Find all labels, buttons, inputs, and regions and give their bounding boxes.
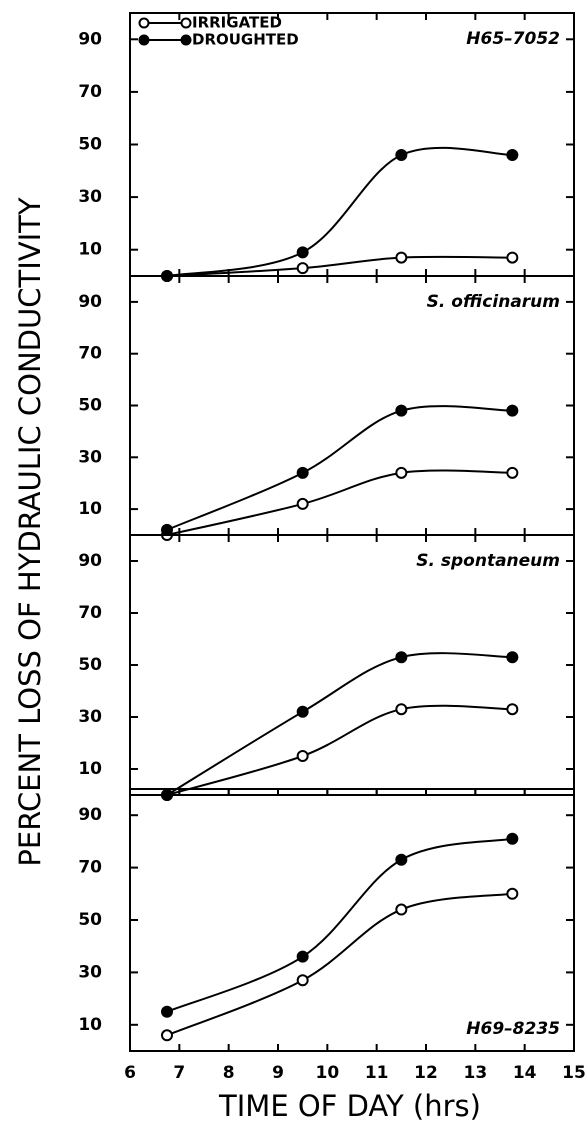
x-tick-label: 8 xyxy=(223,1063,235,1083)
data-point xyxy=(395,651,408,664)
y-tick-label: 30 xyxy=(78,447,102,467)
data-point xyxy=(161,523,173,536)
data-point xyxy=(506,832,519,845)
y-tick-label: 90 xyxy=(78,292,102,312)
series-line xyxy=(166,255,513,277)
legend-label: DROUGHTED xyxy=(192,31,299,49)
series-line xyxy=(166,892,513,1037)
panel-title: S. spontaneum xyxy=(416,551,560,571)
legend-marker xyxy=(138,17,150,29)
data-point xyxy=(506,404,519,417)
data-point xyxy=(296,262,309,275)
data-point xyxy=(296,246,309,259)
y-tick-label: 30 xyxy=(78,962,102,982)
x-axis-title: TIME OF DAY (hrs) xyxy=(218,1089,481,1123)
y-tick-label: 30 xyxy=(78,187,102,207)
y-tick-label: 10 xyxy=(78,759,102,779)
series-line xyxy=(166,469,513,536)
series-line xyxy=(166,704,513,796)
data-point xyxy=(395,149,408,162)
y-tick-label: 50 xyxy=(78,655,102,675)
x-tick-label: 7 xyxy=(173,1063,185,1083)
x-tick-label: 13 xyxy=(463,1063,487,1083)
data-point xyxy=(506,466,519,479)
series-line xyxy=(166,837,513,1013)
series-line xyxy=(166,146,513,277)
series-line xyxy=(166,652,513,796)
x-tick-label: 14 xyxy=(513,1063,537,1083)
data-point xyxy=(506,651,519,664)
data-point xyxy=(506,149,519,162)
legend-marker xyxy=(180,17,192,29)
y-tick-label: 50 xyxy=(78,135,102,155)
data-point xyxy=(395,466,408,479)
data-point xyxy=(395,703,408,716)
legend-label: IRRIGATED xyxy=(192,14,282,32)
panel-title: S. officinarum xyxy=(427,292,560,312)
panel-title: H65–7052 xyxy=(466,29,560,49)
data-point xyxy=(506,251,519,264)
data-point xyxy=(296,466,309,479)
data-point xyxy=(395,404,408,417)
y-tick-label: 70 xyxy=(78,344,102,364)
y-tick-label: 70 xyxy=(78,858,102,878)
y-tick-label: 10 xyxy=(78,240,102,260)
data-point xyxy=(161,789,173,801)
y-tick-label: 90 xyxy=(78,551,102,571)
data-point xyxy=(296,974,309,987)
data-point xyxy=(395,903,408,916)
data-point xyxy=(296,497,309,510)
x-tick-label: 6 xyxy=(124,1063,136,1083)
y-tick-label: 50 xyxy=(78,396,102,416)
y-tick-label: 10 xyxy=(78,499,102,519)
data-point xyxy=(296,705,309,718)
data-point xyxy=(395,251,408,264)
legend-marker xyxy=(138,34,150,46)
y-tick-label: 30 xyxy=(78,707,102,727)
data-point xyxy=(395,853,408,866)
x-tick-label: 12 xyxy=(414,1063,438,1083)
y-tick-label: 70 xyxy=(78,603,102,623)
data-point xyxy=(296,950,309,963)
x-tick-label: 15 xyxy=(562,1063,586,1083)
y-tick-label: 70 xyxy=(78,82,102,102)
x-tick-label: 10 xyxy=(315,1063,339,1083)
legend-marker xyxy=(180,34,192,46)
panel-title: H69–8235 xyxy=(466,1019,560,1039)
series-line xyxy=(166,405,513,531)
data-point xyxy=(506,703,519,716)
plot-frame xyxy=(129,788,575,1052)
x-tick-label: 11 xyxy=(365,1063,389,1083)
data-point xyxy=(161,1005,173,1018)
y-tick-label: 90 xyxy=(78,805,102,825)
data-point xyxy=(161,1029,173,1042)
y-tick-label: 90 xyxy=(78,29,102,49)
data-point xyxy=(506,887,519,900)
y-axis-title: PERCENT LOSS OF HYDRAULIC CONDUCTIVITY xyxy=(13,197,47,866)
plot-frame xyxy=(129,534,575,796)
y-tick-label: 50 xyxy=(78,910,102,930)
x-tick-label: 9 xyxy=(272,1063,284,1083)
y-tick-label: 10 xyxy=(78,1015,102,1035)
data-point xyxy=(296,750,309,762)
plot-frame xyxy=(129,275,575,536)
plot-frame xyxy=(129,12,575,277)
